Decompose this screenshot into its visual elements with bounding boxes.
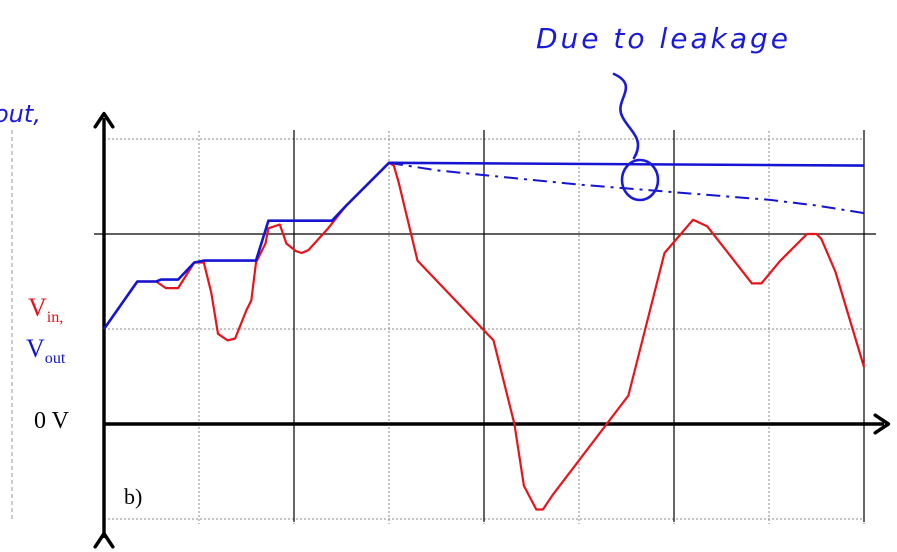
panel-label: b) <box>124 484 143 509</box>
edge-label: out, <box>0 100 41 128</box>
vin-label-sub: in, <box>46 309 64 327</box>
series-vout-leakage-line <box>388 161 865 215</box>
vin-label-main: V <box>28 293 47 322</box>
annotation-circle <box>620 158 660 202</box>
vin-label: Vin, <box>28 293 63 327</box>
vout-label-main: V <box>26 334 45 363</box>
vout-label-sub: out <box>44 350 66 368</box>
vout-label: Vout <box>26 334 65 368</box>
zero-volt-label: 0 V <box>34 408 69 434</box>
series-vout-line <box>102 161 865 330</box>
annotation-text: Due to leakage <box>536 22 791 55</box>
annotation-pointer-stroke <box>612 72 640 160</box>
